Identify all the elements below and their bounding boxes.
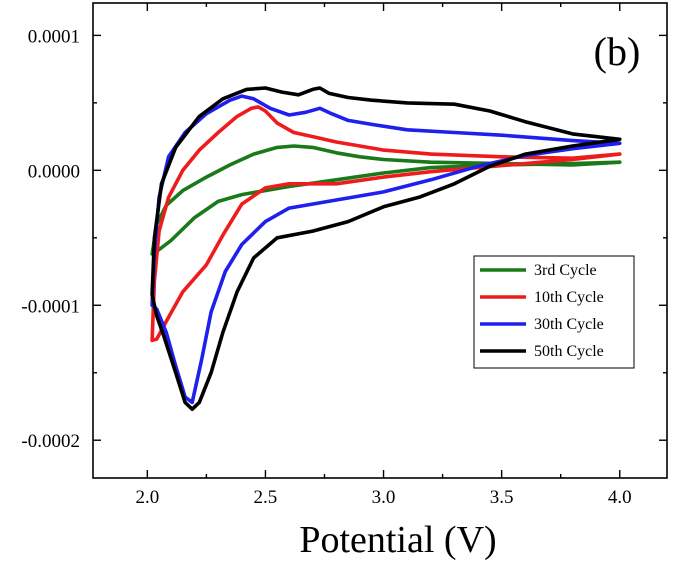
legend: 3rd Cycle 10th Cycle 30th Cycle 50th Cycle	[473, 255, 635, 369]
x-tick-labels: 2.0 2.5 3.0 3.5 4.0	[135, 487, 631, 508]
series-line-3	[150, 94, 622, 405]
y-tick-label: -0.0001	[21, 296, 80, 317]
y-tick-labels: 0.0001 0.0000 -0.0001 -0.0002	[21, 26, 80, 452]
legend-label-3: 30th Cycle	[534, 316, 604, 333]
y-tick-label: 0.0000	[28, 161, 80, 182]
x-tick-label: 2.5	[254, 487, 278, 508]
legend-label-4: 50th Cycle	[534, 343, 604, 360]
plot-curves	[150, 86, 622, 411]
plot-frame	[92, 2, 668, 479]
y-tick-label: -0.0002	[21, 431, 80, 452]
legend-label-1: 3rd Cycle	[534, 262, 597, 279]
x-tick-label: 2.0	[135, 487, 159, 508]
x-axis-title: Potential (V)	[299, 519, 496, 561]
panel-label: (b)	[594, 29, 641, 74]
x-tick-label: 3.5	[490, 487, 514, 508]
x-tick-label: 4.0	[608, 487, 632, 508]
axis-ticks	[93, 3, 667, 478]
x-tick-label: 3.0	[372, 487, 396, 508]
series-line-2	[150, 105, 622, 343]
legend-label-2: 10th Cycle	[534, 289, 604, 306]
y-tick-label: 0.0001	[28, 26, 80, 47]
series-line-4	[150, 86, 622, 411]
